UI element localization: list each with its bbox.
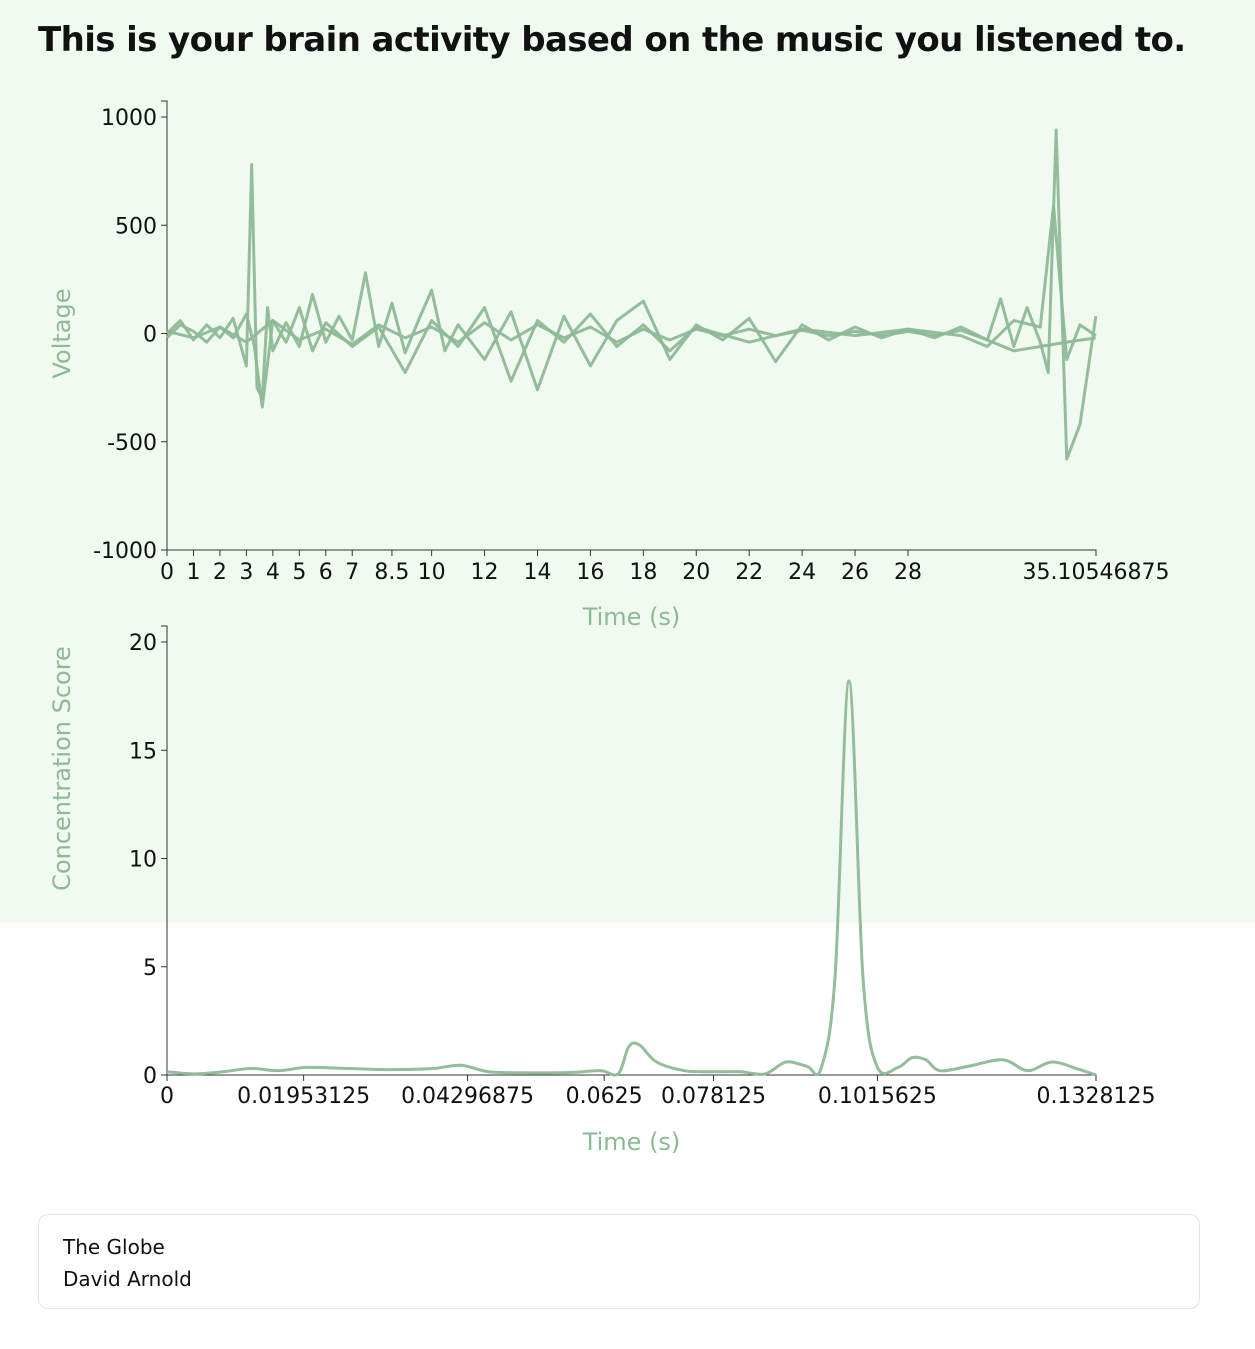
voltage-x-tick-label: 1: [186, 560, 200, 585]
voltage-x-tick-label: 28: [894, 560, 922, 585]
voltage-x-tick-label: 0: [160, 560, 174, 585]
concentration-y-axis-title: Concentration Score: [48, 646, 76, 891]
voltage-y-axis: [161, 100, 168, 551]
concentration-x-tick-label: 0.1328125: [1037, 1084, 1156, 1109]
voltage-x-tick-label: 10: [418, 560, 446, 585]
concentration-x-axis: [166, 1074, 1097, 1081]
track-artist: David Arnold: [63, 1267, 192, 1291]
header-background-band: [0, 0, 1255, 923]
concentration-y-tick-label: 0: [143, 1064, 157, 1089]
voltage-y-tick-label: -500: [107, 431, 157, 456]
voltage-y-axis-title: Voltage: [48, 288, 76, 378]
voltage-x-tick-label: 3: [239, 560, 253, 585]
voltage-x-tick-label: 18: [629, 560, 657, 585]
concentration-x-tick-label: 0.1015625: [818, 1084, 937, 1109]
voltage-x-tick-label: 14: [523, 560, 551, 585]
voltage-y-tick-label: 500: [115, 214, 157, 239]
concentration-x-tick-label: 0: [160, 1084, 174, 1109]
voltage-x-tick-label: 26: [841, 560, 869, 585]
concentration-y-tick-label: 15: [129, 739, 157, 764]
voltage-x-tick-label: 12: [471, 560, 499, 585]
voltage-x-axis-title: Time (s): [582, 603, 681, 631]
voltage-x-tick-label: 16: [576, 560, 604, 585]
voltage-x-tick-label: 24: [788, 560, 816, 585]
voltage-x-axis: [166, 549, 1097, 556]
concentration-x-axis-title: Time (s): [582, 1128, 681, 1156]
concentration-x-tick-label: 0.01953125: [237, 1084, 370, 1109]
voltage-x-tick-label: 8.5: [374, 560, 409, 585]
concentration-chart: 20 15 10 5 00 0.01953125 0.04296875 0.0625 0.078…: [48, 625, 1156, 1156]
voltage-x-tick-label: 4: [266, 560, 280, 585]
voltage-series-line-2: [165, 204, 1097, 409]
voltage-x-tick-label: 35.10546875: [1023, 560, 1170, 585]
voltage-x-tick-label: 6: [319, 560, 333, 585]
concentration-x-tick-label: 0.0625: [566, 1084, 643, 1109]
track-title: The Globe: [63, 1235, 165, 1259]
page-title: This is your brain activity based on the…: [38, 20, 1186, 60]
voltage-y-tick-label: 0: [143, 323, 157, 348]
voltage-x-tick-label: 20: [682, 560, 710, 585]
voltage-y-tick-label: -1000: [93, 539, 157, 564]
track-info-card: The Globe David Arnold: [38, 1214, 1200, 1309]
voltage-x-tick-label: 7: [345, 560, 359, 585]
concentration-y-tick-label: 10: [129, 848, 157, 873]
concentration-x-tick-label: 0.078125: [661, 1084, 766, 1109]
voltage-x-tick-label: 2: [213, 560, 227, 585]
voltage-x-tick-label: 5: [292, 560, 306, 585]
concentration-x-tick-label: 0.04296875: [401, 1084, 534, 1109]
voltage-y-tick-label: 1000: [101, 106, 157, 131]
voltage-x-tick-label: 22: [735, 560, 763, 585]
concentration-y-axis: [161, 625, 168, 1076]
concentration-y-tick-label: 5: [143, 956, 157, 981]
concentration-y-tick-label: 20: [129, 631, 157, 656]
voltage-series-line-3: [166, 319, 1097, 353]
voltage-series-line-1: [165, 128, 1098, 461]
concentration-series-line-1: [166, 679, 1097, 1077]
